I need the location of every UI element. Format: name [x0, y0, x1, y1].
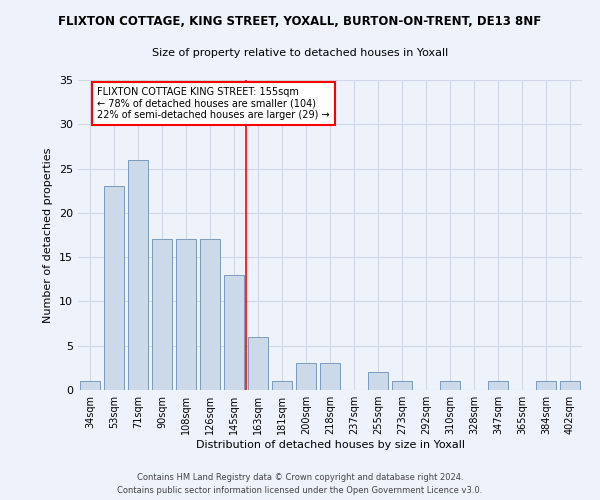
Text: Contains public sector information licensed under the Open Government Licence v3: Contains public sector information licen… — [118, 486, 482, 495]
Bar — [80, 381, 100, 390]
Text: Size of property relative to detached houses in Yoxall: Size of property relative to detached ho… — [152, 48, 448, 58]
Bar — [104, 186, 124, 390]
Bar — [392, 381, 412, 390]
Bar — [176, 240, 196, 390]
Bar — [296, 364, 316, 390]
Text: FLIXTON COTTAGE, KING STREET, YOXALL, BURTON-ON-TRENT, DE13 8NF: FLIXTON COTTAGE, KING STREET, YOXALL, BU… — [58, 15, 542, 28]
Bar — [536, 381, 556, 390]
Bar — [224, 275, 244, 390]
Bar — [440, 381, 460, 390]
Bar — [248, 337, 268, 390]
Y-axis label: Number of detached properties: Number of detached properties — [43, 148, 53, 322]
Bar — [560, 381, 580, 390]
Bar — [128, 160, 148, 390]
X-axis label: Distribution of detached houses by size in Yoxall: Distribution of detached houses by size … — [196, 440, 464, 450]
Bar — [320, 364, 340, 390]
Bar — [488, 381, 508, 390]
Text: Contains HM Land Registry data © Crown copyright and database right 2024.: Contains HM Land Registry data © Crown c… — [137, 472, 463, 482]
Bar — [368, 372, 388, 390]
Text: FLIXTON COTTAGE KING STREET: 155sqm
← 78% of detached houses are smaller (104)
2: FLIXTON COTTAGE KING STREET: 155sqm ← 78… — [97, 87, 330, 120]
Bar — [200, 240, 220, 390]
Bar — [272, 381, 292, 390]
Bar — [152, 240, 172, 390]
